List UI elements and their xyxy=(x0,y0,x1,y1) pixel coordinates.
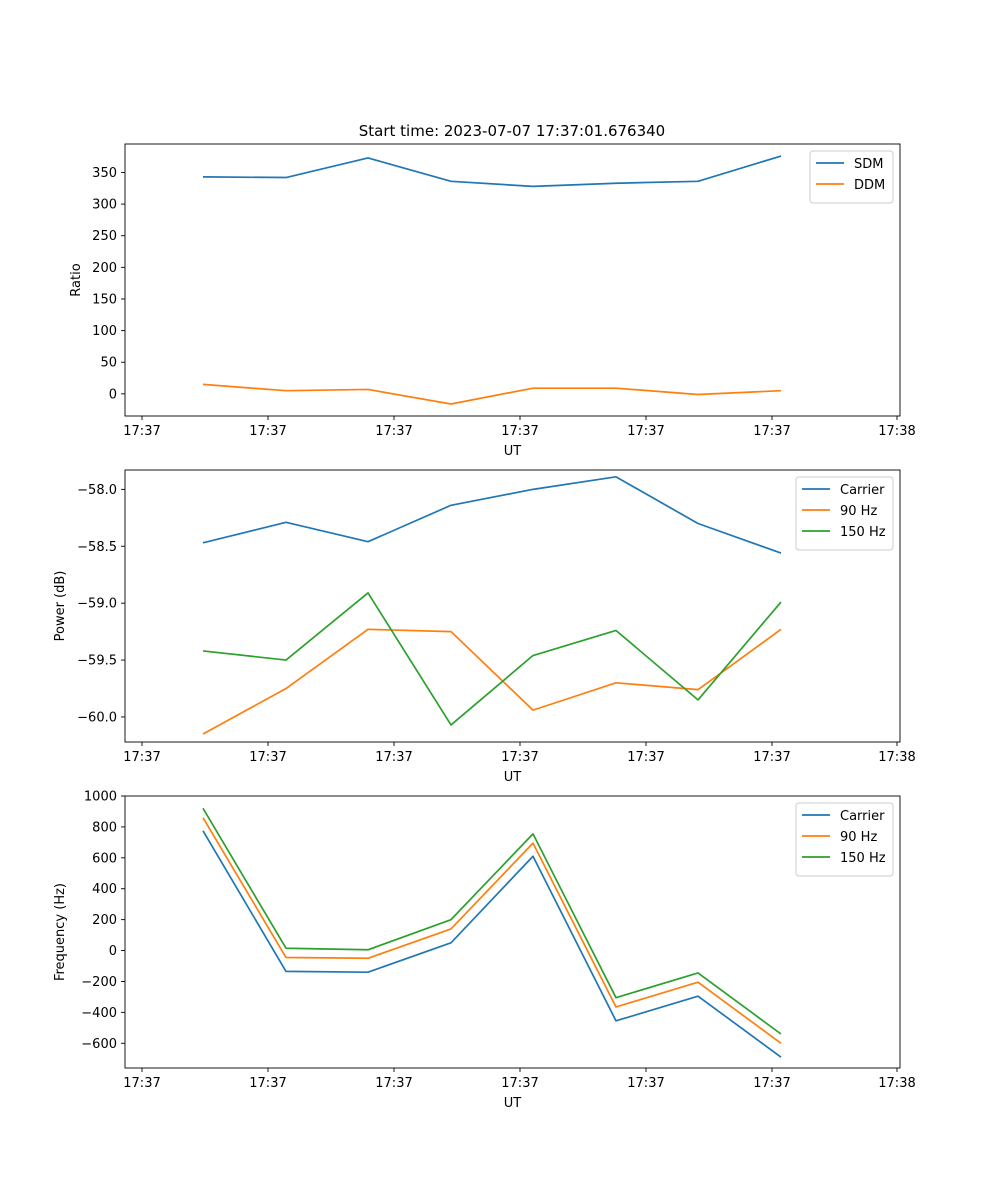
legend-label: 150 Hz xyxy=(840,851,886,866)
legend-label: 90 Hz xyxy=(840,830,877,845)
figure-title: Start time: 2023-07-07 17:37:01.676340 xyxy=(359,122,665,140)
x-tick-label: 17:37 xyxy=(753,1076,790,1091)
y-tick-label: 200 xyxy=(92,261,117,276)
x-tick-label: 17:37 xyxy=(627,424,664,439)
y-tick-label: −200 xyxy=(81,975,117,990)
legend-label: 150 Hz xyxy=(840,525,886,540)
y-tick-label: 150 xyxy=(92,292,117,307)
x-axis-label: UT xyxy=(504,770,522,785)
y-tick-label: 100 xyxy=(92,324,117,339)
y-tick-label: 600 xyxy=(92,851,117,866)
legend: SDM DDM xyxy=(809,150,894,204)
y-tick-label: 0 xyxy=(109,387,117,402)
y-tick-label: 200 xyxy=(92,913,117,928)
x-tick-label: 17:37 xyxy=(123,1076,160,1091)
x-tick-label: 17:37 xyxy=(627,750,664,765)
y-axis-label: Ratio xyxy=(69,263,84,296)
x-tick-label: 17:37 xyxy=(501,1076,538,1091)
x-tick-label: 17:38 xyxy=(878,750,915,765)
axes-frame xyxy=(124,795,901,1069)
x-axis-label: UT xyxy=(504,444,522,459)
subplot-1: 17:37 17:37 17:37 17:37 17:37 17:37 17:38 0 50 10… xyxy=(69,143,916,459)
legend: Carrier 90 Hz 150 Hz xyxy=(795,802,894,877)
x-tick-label: 17:37 xyxy=(753,750,790,765)
legend-label: Carrier xyxy=(840,483,885,498)
axes-frame xyxy=(124,143,901,417)
legend-box xyxy=(809,150,894,204)
x-tick-label: 17:37 xyxy=(249,750,286,765)
y-tick-label: −60.0 xyxy=(77,710,117,725)
y-tick-label: 300 xyxy=(92,198,117,213)
x-tick-label: 17:37 xyxy=(501,750,538,765)
series-line-90-hz xyxy=(202,817,782,1044)
legend-label: DDM xyxy=(854,178,885,193)
x-axis-label: UT xyxy=(504,1096,522,1111)
series-line-150-hz xyxy=(202,592,782,726)
x-tick-label: 17:37 xyxy=(753,424,790,439)
y-tick-label: 350 xyxy=(92,166,117,181)
legend: Carrier 90 Hz 150 Hz xyxy=(795,476,894,551)
legend-label: SDM xyxy=(854,157,883,172)
y-tick-label: −400 xyxy=(81,1006,117,1021)
x-tick-label: 17:37 xyxy=(375,750,412,765)
series-line-ddm xyxy=(202,383,782,405)
legend-label: 90 Hz xyxy=(840,504,877,519)
y-tick-label: −58.0 xyxy=(77,483,117,498)
legend-label: Carrier xyxy=(840,809,885,824)
y-tick-label: 400 xyxy=(92,882,117,897)
subplot-2: 17:37 17:37 17:37 17:37 17:37 17:37 17:38 −60.0… xyxy=(53,469,916,785)
x-tick-label: 17:38 xyxy=(878,424,915,439)
x-tick-label: 17:37 xyxy=(375,1076,412,1091)
x-tick-label: 17:37 xyxy=(249,1076,286,1091)
x-tick-label: 17:37 xyxy=(123,424,160,439)
series-line-sdm xyxy=(202,155,782,188)
series-line-carrier xyxy=(202,830,782,1058)
y-tick-label: 50 xyxy=(100,356,117,371)
x-tick-label: 17:38 xyxy=(878,1076,915,1091)
subplots-container: 17:37 17:37 17:37 17:37 17:37 17:37 17:38 0 50 10… xyxy=(53,143,916,1112)
y-tick-label: −59.5 xyxy=(77,654,117,669)
series-line-150-hz xyxy=(202,807,782,1035)
subplot-3: 17:37 17:37 17:37 17:37 17:37 17:37 17:38 −600 −… xyxy=(53,790,916,1112)
x-tick-label: 17:37 xyxy=(123,750,160,765)
x-tick-label: 17:37 xyxy=(375,424,412,439)
y-tick-label: 800 xyxy=(92,820,117,835)
y-tick-label: −59.0 xyxy=(77,597,117,612)
x-tick-label: 17:37 xyxy=(249,424,286,439)
y-tick-label: −600 xyxy=(81,1037,117,1052)
y-tick-label: 250 xyxy=(92,229,117,244)
x-tick-label: 17:37 xyxy=(501,424,538,439)
series-line-carrier xyxy=(202,475,782,554)
axes-frame xyxy=(124,469,901,743)
y-axis-label: Power (dB) xyxy=(53,571,68,642)
y-tick-label: −58.5 xyxy=(77,540,117,555)
y-axis-label: Frequency (Hz) xyxy=(53,883,68,981)
y-tick-label: 0 xyxy=(109,944,117,959)
y-tick-label: 1000 xyxy=(84,790,117,805)
x-tick-label: 17:37 xyxy=(627,1076,664,1091)
